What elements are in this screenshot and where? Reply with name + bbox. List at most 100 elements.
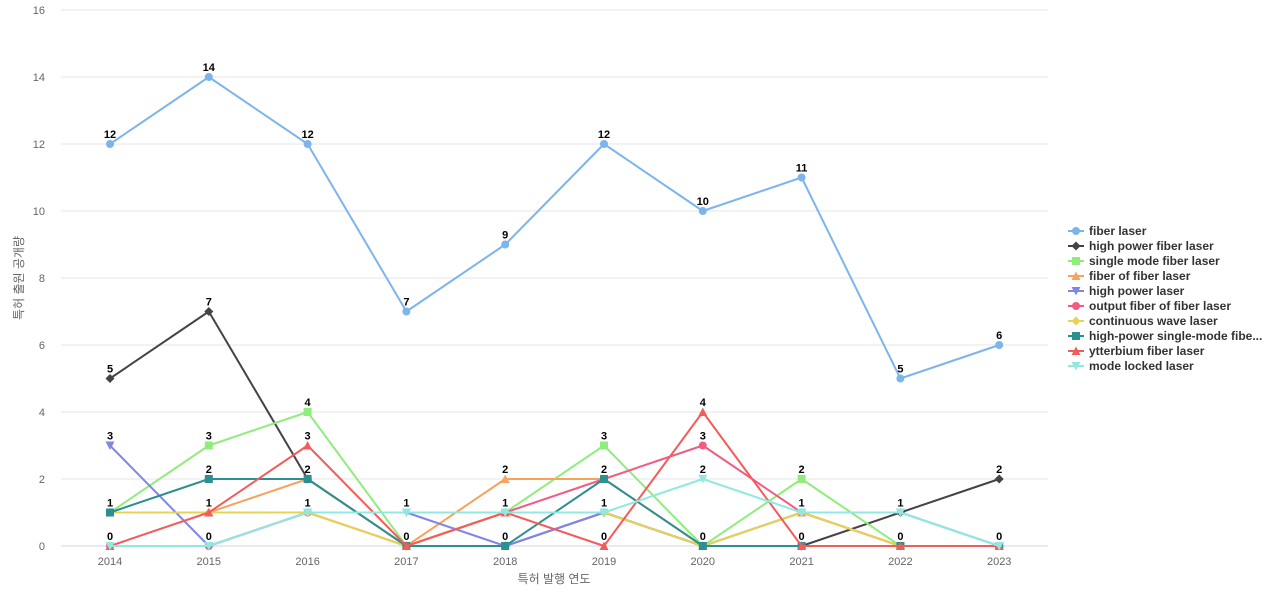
data-label: 5 xyxy=(897,364,903,376)
data-point[interactable] xyxy=(204,475,213,483)
data-point[interactable] xyxy=(106,140,114,148)
legend-marker[interactable] xyxy=(1071,362,1081,371)
data-point[interactable] xyxy=(600,475,608,483)
data-point[interactable] xyxy=(895,541,905,551)
legend-marker[interactable] xyxy=(1072,257,1080,265)
data-point[interactable] xyxy=(204,307,214,316)
data-point[interactable] xyxy=(797,475,806,483)
legend-item[interactable]: fiber laser xyxy=(1068,224,1147,238)
legend-marker[interactable] xyxy=(1071,241,1081,251)
data-point[interactable] xyxy=(303,475,312,483)
data-point[interactable] xyxy=(204,508,214,517)
legend-marker[interactable] xyxy=(1071,346,1081,356)
data-label: 2 xyxy=(206,464,212,476)
data-label: 4 xyxy=(305,397,312,409)
legend-item[interactable]: mode locked laser xyxy=(1068,359,1194,373)
data-label: 1 xyxy=(897,498,903,510)
data-point[interactable] xyxy=(303,441,313,450)
data-point[interactable] xyxy=(698,475,708,484)
data-point[interactable] xyxy=(599,541,609,551)
data-point[interactable] xyxy=(501,240,510,249)
data-label: 2 xyxy=(601,464,607,476)
data-point[interactable] xyxy=(500,508,510,518)
data-label: 5 xyxy=(107,364,113,376)
data-point[interactable] xyxy=(994,542,1004,551)
y-tick-label: 16 xyxy=(33,5,45,17)
data-label: 3 xyxy=(601,431,607,443)
legend-item[interactable]: high power fiber laser xyxy=(1068,239,1214,253)
data-label: 12 xyxy=(598,129,610,141)
legend-item[interactable]: high-power single-mode fibe... xyxy=(1068,329,1262,343)
legend-label: high power laser xyxy=(1089,284,1185,298)
data-point[interactable] xyxy=(204,542,214,551)
data-point[interactable] xyxy=(105,374,115,383)
data-point[interactable] xyxy=(994,474,1004,484)
legend-label: continuous wave laser xyxy=(1089,314,1218,328)
legend-item[interactable]: ytterbium fiber laser xyxy=(1068,344,1205,358)
x-tick-label: 2014 xyxy=(98,556,122,568)
legend-item[interactable]: high power laser xyxy=(1068,284,1185,298)
data-point[interactable] xyxy=(797,508,807,518)
data-point[interactable] xyxy=(105,542,115,551)
data-point[interactable] xyxy=(402,307,411,316)
series-line xyxy=(109,310,1001,547)
x-tick-label: 2022 xyxy=(888,556,912,568)
legend-marker[interactable] xyxy=(1071,271,1081,281)
data-point[interactable] xyxy=(698,542,707,550)
data-point[interactable] xyxy=(698,441,707,450)
legend-item[interactable]: continuous wave laser xyxy=(1068,314,1218,328)
legend-label: single mode fiber laser xyxy=(1089,254,1220,268)
y-tick-label: 0 xyxy=(39,541,45,553)
data-point[interactable] xyxy=(401,541,411,551)
legend-marker[interactable] xyxy=(1072,332,1080,340)
legend-marker[interactable] xyxy=(1071,287,1081,296)
series-1 xyxy=(106,73,1004,383)
data-label: 0 xyxy=(403,531,409,543)
data-point[interactable] xyxy=(303,140,312,148)
x-tick-label: 2020 xyxy=(691,556,715,568)
data-point[interactable] xyxy=(600,140,608,148)
data-label: 3 xyxy=(700,431,706,443)
data-point[interactable] xyxy=(401,508,411,518)
data-label: 1 xyxy=(403,498,409,510)
data-point[interactable] xyxy=(204,73,213,81)
data-point[interactable] xyxy=(797,541,807,551)
series-line xyxy=(109,444,1001,547)
data-point[interactable] xyxy=(995,341,1004,349)
data-point[interactable] xyxy=(105,441,115,451)
legend-item[interactable]: fiber of fiber laser xyxy=(1068,269,1191,283)
data-point[interactable] xyxy=(895,508,905,518)
data-point[interactable] xyxy=(600,441,608,450)
legend-label: ytterbium fiber laser xyxy=(1089,344,1205,358)
legend-label: fiber laser xyxy=(1089,224,1147,238)
series-line xyxy=(109,411,1001,547)
data-point[interactable] xyxy=(896,374,905,383)
data-point[interactable] xyxy=(303,408,312,416)
legend-item[interactable]: single mode fiber laser xyxy=(1068,254,1220,268)
series-layer xyxy=(105,73,1004,551)
data-point[interactable] xyxy=(204,441,213,450)
data-label: 1 xyxy=(206,498,212,510)
axes: 특허 발행 연도 특허 출원 공개량 2014 2015 2016 2017 2018 2… xyxy=(12,236,1011,586)
legend-marker[interactable] xyxy=(1072,302,1080,310)
data-point[interactable] xyxy=(599,508,609,518)
legend-item[interactable]: output fiber of fiber laser xyxy=(1068,299,1231,313)
data-point[interactable] xyxy=(303,508,313,518)
data-point[interactable] xyxy=(698,207,707,215)
data-label: 14 xyxy=(203,62,216,74)
legend-label: output fiber of fiber laser xyxy=(1089,299,1231,313)
data-point[interactable] xyxy=(500,474,510,484)
data-point[interactable] xyxy=(797,173,806,182)
data-label: 3 xyxy=(107,431,113,443)
data-point[interactable] xyxy=(501,542,510,550)
data-point[interactable] xyxy=(106,508,114,517)
data-point[interactable] xyxy=(698,407,708,417)
y-tick-label: 8 xyxy=(39,273,45,285)
legend-marker[interactable] xyxy=(1072,227,1080,235)
x-tick-label: 2021 xyxy=(789,556,813,568)
data-label: 3 xyxy=(206,431,212,443)
legend-marker[interactable] xyxy=(1071,316,1081,326)
